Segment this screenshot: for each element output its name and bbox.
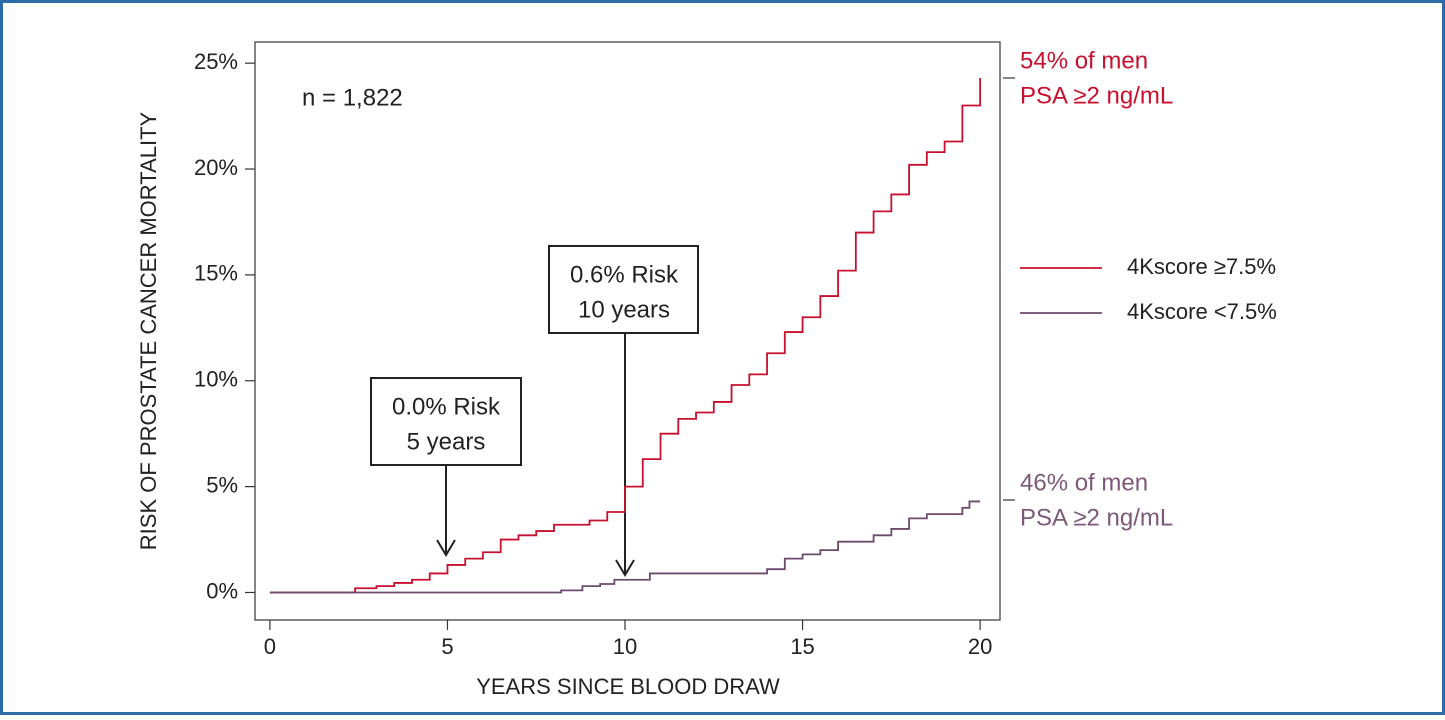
y-tick-label: 25% [194, 49, 238, 74]
arrow-head [615, 559, 635, 577]
y-axis-label: RISK OF PROSTATE CANCER MORTALITY [136, 111, 161, 550]
annotation: 0.0% Risk [392, 393, 501, 420]
series-line [269, 77, 982, 594]
y-tick-label: 20% [194, 155, 238, 180]
annotation: 46% of men [1020, 469, 1148, 496]
annotation: n = 1,822 [302, 84, 403, 111]
annotation: 0.6% Risk [570, 261, 679, 288]
x-tick-label: 5 [441, 634, 453, 659]
annotation: 54% of men [1020, 47, 1148, 74]
y-tick-label: 10% [194, 367, 238, 392]
y-tick-label: 15% [194, 261, 238, 286]
annotation: 5 years [407, 428, 486, 455]
y-tick-label: 5% [206, 472, 238, 497]
legend-label: 4Kscore ≥7.5% [1127, 254, 1276, 279]
x-tick-label: 20 [968, 634, 992, 659]
annotation: PSA ≥2 ng/mL [1020, 504, 1173, 531]
x-axis-label: YEARS SINCE BLOOD DRAW [476, 674, 780, 699]
arrow-head [436, 539, 456, 557]
y-tick-label: 0% [206, 578, 238, 603]
annotation-box [548, 245, 699, 334]
x-tick-label: 10 [613, 634, 637, 659]
annotation: 10 years [578, 296, 670, 323]
series-line [269, 500, 981, 594]
legend-label: 4Kscore <7.5% [1127, 299, 1277, 324]
annotation: PSA ≥2 ng/mL [1020, 82, 1173, 109]
plot-area [254, 41, 1001, 621]
x-tick-label: 0 [264, 634, 276, 659]
x-tick-label: 15 [790, 634, 814, 659]
